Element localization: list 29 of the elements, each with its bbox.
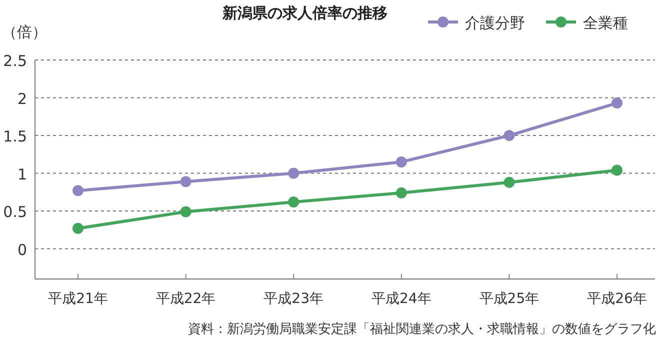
point xyxy=(180,176,192,188)
y-axis-title: （倍） xyxy=(2,23,47,41)
point xyxy=(72,222,84,234)
legend-label: 全業種 xyxy=(583,14,628,32)
x-tick-label: 平成26年 xyxy=(587,291,647,307)
point xyxy=(180,206,192,218)
x-tick-label: 平成22年 xyxy=(156,291,216,307)
y-tick-label: 0.5 xyxy=(3,203,27,222)
point xyxy=(612,164,622,176)
y-tick-label: 0 xyxy=(17,240,27,259)
x-tick-label: 平成21年 xyxy=(48,291,108,307)
y-tick-label: 2.5 xyxy=(3,52,27,70)
point xyxy=(288,196,300,208)
chart-title: 新潟県の求人倍率の推移 xyxy=(222,4,388,22)
point xyxy=(72,185,84,196)
y-tick-label: 1.5 xyxy=(3,128,27,146)
point xyxy=(504,176,515,188)
text: 資料：新潟労働局職業安定課「福祉関連業の求人・求職情報」の数値をグラフ化 xyxy=(188,321,656,337)
x-tick-label: 平成25年 xyxy=(479,291,540,307)
point xyxy=(396,187,407,198)
x-tick-label: 平成24年 xyxy=(371,291,432,307)
point xyxy=(504,130,515,142)
y-tick-label: 1 xyxy=(17,165,27,184)
point xyxy=(396,156,407,168)
point xyxy=(612,98,622,109)
x-tick-label: 平成23年 xyxy=(264,291,324,307)
point xyxy=(288,168,300,179)
legend-label: 介護分野 xyxy=(465,14,525,32)
y-tick-label: 2 xyxy=(17,90,27,108)
